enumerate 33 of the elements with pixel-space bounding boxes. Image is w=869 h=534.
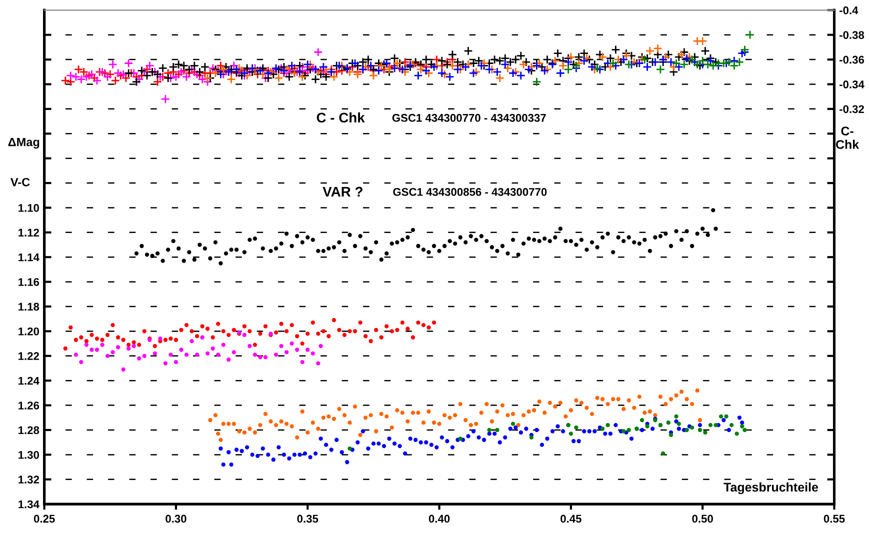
y-tick-label: 1.22: [18, 352, 40, 360]
x-tick-label: 0.25: [34, 514, 55, 523]
y-tick-label: 1.28: [18, 426, 40, 434]
y-tick-label: 1.30: [18, 450, 40, 459]
y2-tick-label: -0.34: [840, 80, 864, 88]
x-tick-label: 0.50: [692, 514, 713, 523]
annotation: VAR ?: [322, 186, 362, 196]
annotation: GSC1 434300770 - 434300337: [392, 114, 546, 122]
y2-tick-label: -0.32: [840, 105, 864, 114]
y2-axis-title: C- Chk: [836, 126, 860, 149]
annotation: GSC1 434300856 - 434300770: [393, 188, 547, 196]
annotation: C - Chk: [316, 112, 365, 123]
x-tick-label: 0.30: [166, 514, 186, 523]
y-tick-label: 1.14: [18, 254, 40, 262]
y-tick-label: 1.32: [18, 476, 40, 484]
y-tick-label: 1.18: [18, 302, 40, 311]
y2-tick-label: -0.38: [840, 31, 864, 39]
x-tick-label: 0.55: [824, 514, 845, 523]
y-tick-label: 1.34: [18, 500, 40, 508]
x-tick-label: 0.40: [428, 514, 450, 523]
y2-tick-label: -0.4: [840, 6, 858, 14]
y-tick-label: 1.16: [18, 278, 40, 286]
y-axis-title: ΔMag: [8, 138, 40, 149]
y-tick-label: 1.12: [18, 228, 40, 236]
y-tick-label: 1.20: [18, 327, 40, 336]
x-axis-title: Tagesbruchteile: [724, 482, 818, 494]
text: V-C: [10, 178, 30, 186]
y-tick-label: 1.26: [18, 402, 40, 410]
y-tick-label: 1.24: [18, 376, 40, 385]
y2-tick-label: -0.36: [840, 56, 864, 64]
x-tick-label: 0.35: [297, 514, 318, 523]
x-tick-label: 0.45: [560, 514, 582, 523]
y-tick-label: 1.10: [18, 204, 40, 212]
